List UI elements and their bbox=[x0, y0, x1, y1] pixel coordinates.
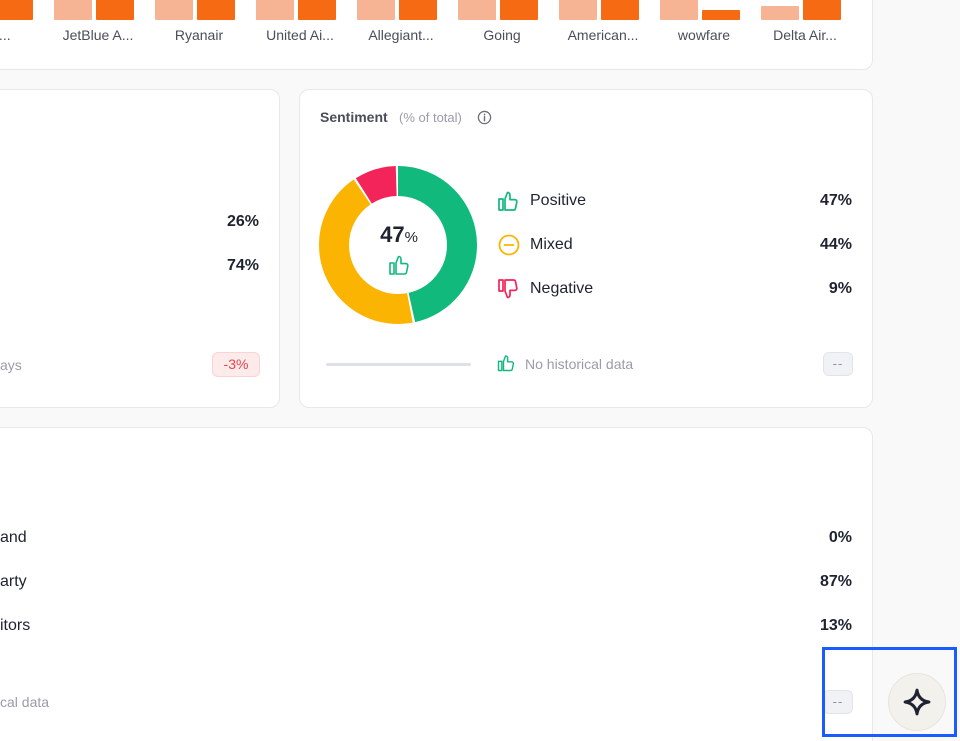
bar-group bbox=[553, 0, 643, 20]
bar-label: wowfare bbox=[677, 27, 731, 43]
source-row-label: itors bbox=[0, 617, 31, 634]
ai-assistant-button[interactable] bbox=[888, 673, 946, 731]
source-row-label: arty bbox=[0, 573, 27, 590]
history-badge: -- bbox=[823, 352, 853, 376]
bar-group bbox=[48, 0, 138, 20]
bar-light bbox=[458, 0, 496, 20]
source-row-value: 0% bbox=[828, 529, 852, 546]
sentiment-title: Sentiment bbox=[320, 109, 388, 125]
bar-label: Delta Air... bbox=[773, 27, 837, 43]
legend-label-mixed: Mixed bbox=[530, 236, 573, 253]
bar-group bbox=[0, 0, 37, 20]
donut-slice-mixed bbox=[319, 166, 477, 324]
bar-group bbox=[654, 0, 744, 20]
donut-center-value: 47% bbox=[349, 222, 449, 248]
source-row-label: and bbox=[0, 529, 27, 546]
highlight-box bbox=[822, 647, 957, 737]
bar-group bbox=[755, 0, 845, 20]
bar-dark bbox=[803, 0, 841, 20]
sentiment-subtitle: (% of total) bbox=[399, 110, 462, 125]
change-badge: -3% bbox=[212, 352, 260, 377]
donut-center-unit: % bbox=[404, 229, 418, 246]
bar-label: ...r... bbox=[0, 27, 11, 43]
thumbs-up-icon bbox=[389, 255, 409, 275]
history-text: No historical data bbox=[525, 356, 634, 372]
bar-light bbox=[761, 5, 799, 20]
sparkle-icon bbox=[903, 688, 931, 716]
bar-light bbox=[357, 0, 395, 20]
bar-dark bbox=[399, 0, 437, 20]
bar-light bbox=[256, 0, 294, 20]
history-sparkline bbox=[326, 363, 471, 366]
bar-group bbox=[250, 0, 340, 20]
thumbs-down-icon bbox=[498, 279, 518, 299]
share-footer-label: ays bbox=[0, 357, 22, 373]
donut-center-number: 47 bbox=[380, 222, 405, 247]
legend-label-positive: Positive bbox=[530, 192, 587, 209]
bar-dark bbox=[500, 0, 538, 20]
bar-dark bbox=[96, 0, 134, 20]
legend-value-mixed: 44% bbox=[819, 236, 852, 253]
bar-label: Ryanair bbox=[174, 27, 224, 43]
source-card bbox=[0, 427, 873, 741]
share-row-value: 26% bbox=[226, 213, 259, 230]
bar-dark bbox=[702, 10, 740, 20]
bar-group bbox=[452, 0, 542, 20]
neutral-circle-icon bbox=[498, 234, 520, 256]
legend-value-negative: 9% bbox=[828, 280, 852, 297]
bar-light bbox=[660, 0, 698, 20]
bar-dark bbox=[601, 0, 639, 20]
bar-dark bbox=[298, 0, 336, 20]
bar-group bbox=[149, 0, 239, 20]
bar-label: United Ai... bbox=[266, 27, 334, 43]
share-row-value: 74% bbox=[226, 257, 259, 274]
thumbs-up-icon bbox=[498, 191, 518, 211]
bar-light bbox=[559, 0, 597, 20]
bar-group bbox=[351, 0, 441, 20]
bar-light bbox=[54, 0, 92, 20]
bar-dark bbox=[197, 0, 235, 20]
bar-label: Going bbox=[483, 27, 521, 43]
legend-value-positive: 47% bbox=[819, 192, 852, 209]
sentiment-donut-chart bbox=[319, 166, 477, 324]
bar-label: Allegiant... bbox=[368, 27, 434, 43]
legend-label-negative: Negative bbox=[530, 280, 594, 297]
thumbs-up-icon bbox=[497, 355, 515, 372]
donut-slice-positive bbox=[319, 166, 477, 324]
bar-light bbox=[155, 0, 193, 20]
source-history-badge: -- bbox=[823, 690, 853, 714]
bar-dark bbox=[0, 0, 33, 20]
source-history-text: cal data bbox=[0, 694, 50, 710]
bar-label: American... bbox=[567, 27, 639, 43]
info-icon[interactable] bbox=[477, 110, 492, 125]
bar-label: JetBlue A... bbox=[62, 27, 134, 43]
source-row-value: 13% bbox=[819, 617, 852, 634]
source-row-value: 87% bbox=[819, 573, 852, 590]
sentiment-card bbox=[299, 89, 873, 408]
